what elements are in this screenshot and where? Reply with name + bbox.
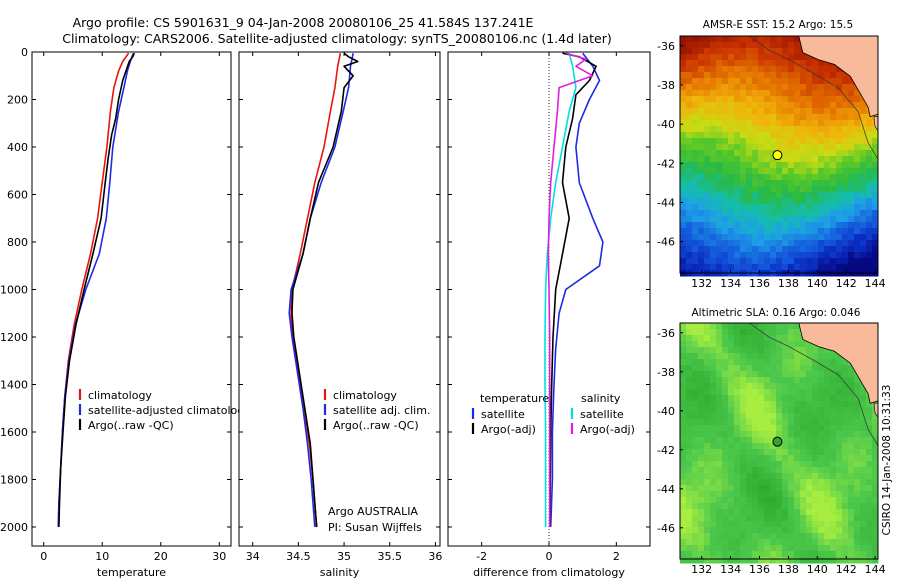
- y-tick-label: 400: [7, 141, 28, 154]
- panel-annotation: PI: Susan Wijffels: [328, 521, 422, 534]
- sst-map-title: AMSR-E SST: 15.2 Argo: 15.5: [703, 19, 853, 31]
- map-x-tick-label: 132: [691, 277, 712, 290]
- panel-annotation: Argo AUSTRALIA: [328, 505, 418, 518]
- legend-label: Argo(-adj): [580, 423, 635, 436]
- series-line-2: [549, 52, 597, 528]
- map-y-tick-label: -44: [657, 196, 675, 209]
- legend-label: Argo(..raw -QC): [333, 419, 419, 432]
- bathymetry-contour: [749, 35, 879, 160]
- argo-float-marker: [772, 150, 783, 161]
- legend-header: salinity: [581, 392, 621, 405]
- map-raster: [680, 323, 879, 564]
- map-y-tick-label: -36: [657, 40, 675, 53]
- map-y-tick-label: -46: [657, 522, 675, 535]
- sst-map-panel: 132 134 136 138 140 142 144 -36 -38 -40 -42 -44 -46: [657, 35, 886, 290]
- y-tick-label: 1600: [0, 426, 28, 439]
- map-y-tick-label: -38: [657, 366, 675, 379]
- map-x-tick-label: 132: [691, 563, 712, 576]
- map-x-tick-label: 138: [778, 277, 799, 290]
- map-x-tick-label: 134: [720, 563, 741, 576]
- x-tick-label: 20: [154, 550, 168, 563]
- series-line-1: [549, 52, 604, 528]
- map-x-tick-label: 144: [865, 563, 886, 576]
- map-x-tick-label: 140: [807, 277, 828, 290]
- side-timestamp-label: CSIRO 14-Jan-2008 10:31:33: [881, 385, 893, 536]
- x-axis-label: salinity: [320, 566, 360, 579]
- series-line-3: [291, 52, 359, 528]
- y-tick-label: 2000: [0, 521, 28, 534]
- series-line-4: [547, 52, 594, 527]
- y-tick-label: 1400: [0, 379, 28, 392]
- map-y-tick-label: -40: [657, 405, 675, 418]
- profile-panel-1: 0 10 20 30 0 200 400 600 800 1000 1200 1400 1600 1800…: [0, 46, 251, 579]
- x-tick-label: 0: [40, 550, 47, 563]
- figure-title-line1: Argo profile: CS 5901631_9 04-Jan-2008 2…: [73, 15, 534, 30]
- map-y-tick-label: -42: [657, 157, 675, 170]
- y-tick-label: 1000: [0, 284, 28, 297]
- x-tick-label: 34.5: [286, 550, 311, 563]
- bathymetry-contour: [749, 322, 879, 446]
- y-tick-label: 0: [21, 46, 28, 59]
- profile-panel-2: 34 34.5 35 35.5 36 salinity climatology satelli…: [238, 51, 442, 579]
- legend-header: temperature: [480, 392, 549, 405]
- series-line-3: [58, 52, 136, 528]
- map-y-tick-label: -42: [657, 444, 675, 457]
- map-x-tick-label: 136: [749, 563, 770, 576]
- sla-map-title: Altimetric SLA: 0.16 Argo: 0.046: [692, 307, 861, 319]
- legend-label: satellite adj. clim.: [333, 404, 430, 417]
- plot-frame: [31, 51, 232, 547]
- plot-frame: [238, 51, 441, 547]
- x-tick-label: 0: [546, 550, 553, 563]
- map-frame: [679, 35, 879, 274]
- map-y-tick-label: -44: [657, 483, 675, 496]
- map-x-tick-label: 138: [778, 563, 799, 576]
- sla-map-panel: 132 134 136 138 140 142 144 -36 -38 -40 -42 -44 -46: [657, 322, 886, 576]
- legend-label: climatology: [88, 389, 152, 402]
- map-x-tick-label: 142: [836, 277, 857, 290]
- map-y-tick-label: -38: [657, 79, 675, 92]
- x-axis-label: temperature: [97, 566, 166, 579]
- x-tick-label: 34: [246, 550, 260, 563]
- map-y-tick-label: -36: [657, 327, 675, 340]
- y-tick-label: 1800: [0, 474, 28, 487]
- map-y-tick-label: -46: [657, 236, 675, 249]
- map-x-tick-label: 142: [836, 563, 857, 576]
- legend-label: satellite-adjusted climatology: [88, 404, 251, 417]
- map-x-tick-label: 136: [749, 277, 770, 290]
- map-x-tick-label: 140: [807, 563, 828, 576]
- x-tick-label: 35: [337, 550, 351, 563]
- x-tick-label: 2: [613, 550, 620, 563]
- legend-label: climatology: [333, 389, 397, 402]
- x-tick-label: 30: [212, 550, 226, 563]
- profile-panel-3: -2 0 2 difference from climatology temperatu…: [447, 51, 651, 579]
- x-tick-label: -2: [476, 550, 487, 563]
- series-line-2: [288, 53, 354, 528]
- map-x-tick-label: 134: [720, 277, 741, 290]
- legend-label: satellite: [481, 408, 525, 421]
- legend-label: Argo(..raw -QC): [88, 419, 174, 432]
- map-x-tick-label: 144: [865, 277, 886, 290]
- map-y-tick-label: -40: [657, 118, 675, 131]
- x-tick-label: 10: [95, 550, 109, 563]
- y-tick-label: 200: [7, 94, 28, 107]
- x-tick-label: 35.5: [378, 550, 403, 563]
- y-tick-label: 600: [7, 189, 28, 202]
- y-tick-label: 1200: [0, 331, 28, 344]
- legend-label: satellite: [580, 408, 624, 421]
- x-axis-label: difference from climatology: [473, 566, 625, 579]
- argo-float-marker: [772, 436, 783, 447]
- y-tick-label: 800: [7, 236, 28, 249]
- figure-title-line2: Climatology: CARS2006. Satellite-adjuste…: [62, 31, 612, 46]
- map-frame: [679, 322, 879, 560]
- legend-label: Argo(-adj): [481, 423, 536, 436]
- x-tick-label: 36: [428, 550, 442, 563]
